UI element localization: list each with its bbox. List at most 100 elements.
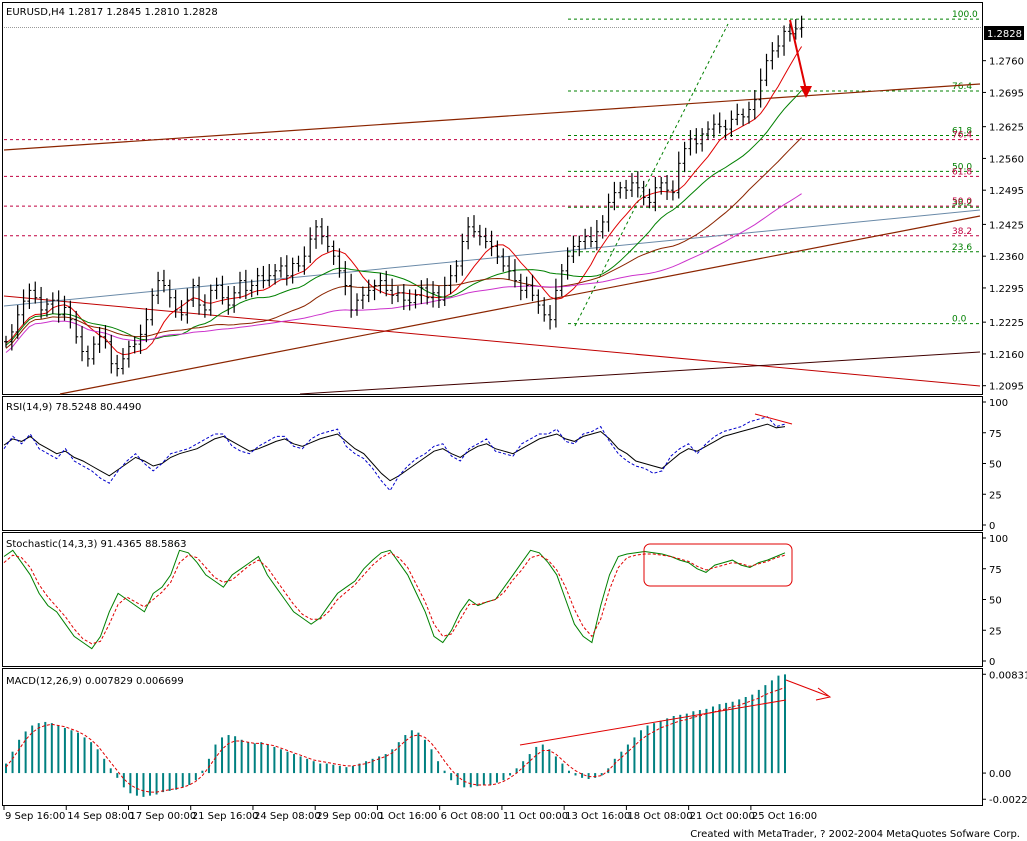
price-bar	[799, 15, 804, 38]
price-bar	[121, 348, 125, 375]
price-bar	[466, 217, 471, 250]
trend-line-lower	[59, 215, 981, 395]
time-tick-label: 14 Sep 08:00	[67, 811, 134, 822]
price-bar	[752, 89, 757, 120]
macd-pane-title: MACD(12,26,9) 0.007829 0.006699	[6, 676, 184, 687]
price-bar	[138, 324, 143, 354]
price-bar	[776, 35, 781, 58]
price-tick-label: 1.2695	[989, 88, 1024, 99]
price-tick-label: 1.2560	[989, 154, 1024, 165]
time-tick-label: 24 Sep 08:00	[254, 811, 321, 822]
fib-label-green: 100.0	[952, 10, 978, 20]
price-bar	[44, 298, 49, 317]
rsi-tick-label: 100	[989, 398, 1008, 409]
stochastic-highlight-box	[643, 543, 793, 587]
price-bar	[665, 175, 670, 200]
price-bar	[4, 335, 8, 348]
price-bar	[150, 288, 155, 326]
time-tick-label: 17 Sep 00:00	[129, 811, 196, 822]
rsi-tick-label: 75	[989, 429, 1002, 440]
price-bar	[115, 354, 120, 377]
price-bar	[501, 248, 506, 272]
price-bar	[103, 325, 108, 349]
stochastic-line-signal	[3, 552, 786, 645]
price-bar	[395, 285, 400, 303]
price-bar	[472, 215, 476, 238]
price-bar	[647, 188, 652, 209]
fib-diagonal	[574, 23, 729, 327]
price-bar	[261, 265, 266, 289]
stochastic-tick-label: 50	[989, 596, 1002, 607]
macd-signal-line	[5, 687, 786, 793]
price-bar	[319, 218, 324, 245]
price-bar	[401, 284, 406, 310]
price-bar	[787, 23, 792, 42]
price-bar	[717, 112, 722, 134]
price-bar	[74, 310, 79, 344]
trend-line-bottom	[299, 351, 981, 395]
price-bar	[62, 295, 67, 321]
price-bar	[454, 260, 459, 283]
price-tick-label: 1.2360	[989, 252, 1024, 263]
price-tick-label: 1.2295	[989, 284, 1024, 295]
rsi-tick-label: 0	[989, 521, 995, 532]
price-bar	[782, 25, 787, 56]
price-bar	[384, 270, 389, 297]
rsi-line-signal	[3, 416, 786, 492]
price-bar	[33, 281, 38, 304]
price-bar	[460, 233, 465, 276]
price-bar	[641, 180, 646, 206]
price-bar	[507, 256, 512, 280]
price-bar	[659, 176, 664, 195]
price-annotations	[789, 19, 812, 98]
price-tick-label: 1.2425	[989, 220, 1024, 231]
price-bar	[214, 277, 219, 300]
macd-tick-label: 0.00831	[989, 670, 1027, 681]
down-arrow-head-icon	[800, 86, 812, 98]
rsi-pane-title: RSI(14,9) 78.5248 80.4490	[6, 402, 141, 413]
price-bar	[577, 235, 582, 257]
price-bar	[144, 307, 149, 343]
price-tick-label: 1.2225	[989, 318, 1024, 329]
price-tick-label: 1.2625	[989, 123, 1024, 134]
price-bar	[278, 257, 283, 278]
price-bar	[442, 276, 447, 307]
price-bar	[331, 240, 336, 265]
price-bar	[378, 272, 383, 294]
fib-label-red: 76.4	[952, 131, 972, 141]
price-bar	[208, 284, 213, 316]
price-bar	[448, 264, 453, 295]
time-tick-label: 18 Oct 08:00	[627, 811, 692, 822]
fib-label-green: 50.0	[952, 162, 972, 172]
stochastic-line-main	[3, 549, 786, 650]
price-bar	[524, 276, 529, 299]
fib-label-green: 76.4	[952, 82, 972, 92]
price-bar	[694, 128, 699, 154]
price-bar	[109, 334, 114, 374]
macd-tick-label: 0.00	[989, 769, 1011, 780]
trend-line-steel	[3, 209, 981, 307]
price-bar	[91, 336, 96, 365]
rsi-plot: 100 75 50 25 0	[3, 398, 1008, 532]
price-bar	[220, 275, 225, 305]
price-bar	[21, 289, 26, 325]
time-tick-label: 21 Sep 16:00	[192, 811, 259, 822]
price-bar	[372, 279, 377, 301]
price-bar	[349, 273, 354, 318]
price-bar	[56, 290, 61, 323]
price-bar	[436, 285, 441, 308]
price-bar	[606, 193, 611, 232]
price-bar	[612, 181, 617, 211]
fib-label-green: 0.0	[952, 315, 967, 325]
price-bar	[741, 108, 746, 126]
price-pane	[2, 2, 983, 395]
price-bar	[156, 271, 161, 305]
price-bar	[296, 255, 301, 272]
price-bar	[9, 324, 14, 351]
fib-label-red: 50.0	[952, 197, 972, 207]
price-bar	[202, 294, 207, 318]
price-bar	[670, 180, 675, 201]
price-bar	[729, 110, 734, 137]
fib-label-green: 23.6	[952, 243, 972, 253]
